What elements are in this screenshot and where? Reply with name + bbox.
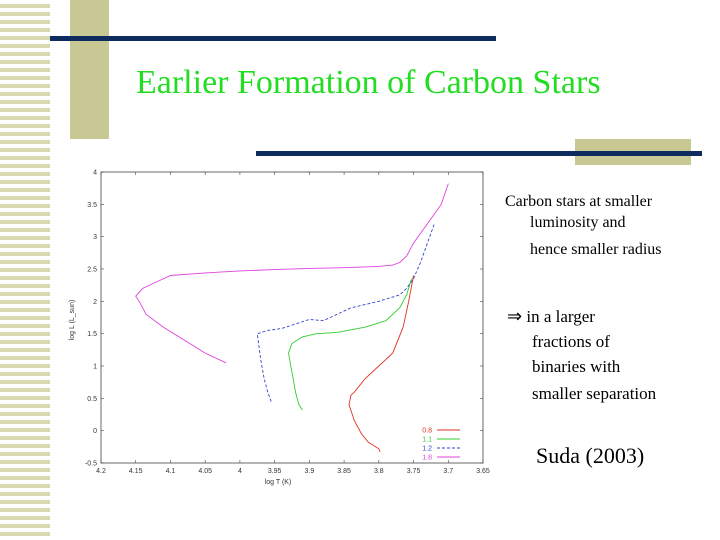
- x-tick-label: 3.75: [407, 468, 421, 475]
- hr-diagram-chart: 4.2 4.15 4.1 4.05 4 3.95 3.9 3.85 3.8 3.75 3.7 3.65…: [69, 170, 490, 487]
- legend-label-0.8: 0.8: [422, 428, 432, 435]
- series-lines: [135, 183, 449, 453]
- bullet2-line3: binaries with: [532, 357, 621, 376]
- y-tick-label: 1.5: [87, 331, 97, 338]
- x-tick-label: 4: [238, 468, 242, 475]
- x-axis-label: log T (K): [265, 479, 292, 486]
- legend-label-1.1: 1.1: [422, 437, 432, 444]
- x-tick-label: 3.9: [304, 468, 314, 475]
- bullet1-line3: hence smaller radius: [530, 241, 662, 258]
- legend-label-1.8: 1.8: [422, 455, 432, 462]
- top-divider-bar: [50, 36, 496, 41]
- x-tick-label: 4.05: [198, 468, 212, 475]
- slide-title: Earlier Formation of Carbon Stars: [136, 64, 601, 101]
- y-axis-ticks: -0.5 0 0.5 1 1.5 2 2.5 3 3.5 4: [85, 170, 483, 468]
- x-tick-label: 3.85: [337, 468, 351, 475]
- striped-margin: [0, 0, 50, 540]
- bullet1-line1: Carbon stars at smaller: [505, 193, 653, 210]
- bullet2-line1: in a larger: [526, 307, 595, 326]
- bullet2-line2: fractions of: [532, 332, 610, 351]
- legend: 0.8 1.1 1.2 1.8: [422, 428, 460, 462]
- implies-arrow-icon: ⇒: [507, 306, 523, 327]
- y-tick-label: 3.5: [87, 202, 97, 209]
- x-axis-ticks: 4.2 4.15 4.1 4.05 4 3.95 3.9 3.85 3.8 3.75 3.7 3.65: [96, 172, 490, 475]
- legend-label-1.2: 1.2: [422, 446, 432, 453]
- decorative-square-top-left: [70, 0, 109, 139]
- plot-area-frame: [100, 171, 484, 464]
- y-tick-label: 0: [93, 428, 97, 435]
- series-line-1.2: [256, 223, 435, 402]
- middle-divider-bar: [256, 151, 702, 156]
- y-tick-label: 2.5: [87, 267, 97, 274]
- x-tick-label: 3.8: [374, 468, 384, 475]
- y-tick-label: 0.5: [87, 396, 97, 403]
- y-tick-label: 2: [93, 299, 97, 306]
- x-tick-label: 3.65: [476, 468, 490, 475]
- series-line-1.8: [135, 183, 449, 364]
- y-tick-label: -0.5: [85, 461, 97, 468]
- bullet-binaries: ⇒ in a larger fractions of binaries with…: [507, 304, 656, 406]
- series-line-0.8: [348, 275, 414, 453]
- y-tick-label: 3: [93, 234, 97, 241]
- x-tick-label: 4.15: [129, 468, 143, 475]
- y-tick-label: 4: [93, 170, 97, 177]
- bullet-carbon-stars: Carbon stars at smaller luminosity and h…: [505, 191, 662, 260]
- y-axis-label: log L (L_sun): [69, 300, 76, 341]
- x-tick-label: 3.7: [443, 468, 453, 475]
- series-line-1.1: [288, 278, 412, 411]
- bullet1-line2: luminosity and: [530, 214, 626, 231]
- y-tick-label: 1: [93, 364, 97, 371]
- citation: Suda (2003): [536, 443, 645, 468]
- x-tick-label: 4.1: [166, 468, 176, 475]
- x-tick-label: 4.2: [96, 468, 106, 475]
- x-tick-label: 3.95: [268, 468, 282, 475]
- bullet2-line4: smaller separation: [532, 384, 657, 403]
